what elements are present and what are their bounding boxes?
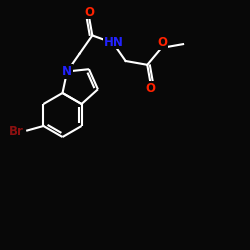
Text: N: N	[62, 65, 72, 78]
Text: O: O	[85, 6, 95, 19]
Text: Br: Br	[9, 125, 24, 138]
Text: O: O	[146, 82, 156, 94]
Text: O: O	[157, 36, 167, 49]
Text: HN: HN	[104, 36, 124, 49]
